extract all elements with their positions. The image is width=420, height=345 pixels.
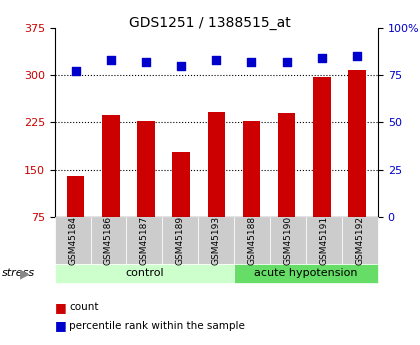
Text: GSM45191: GSM45191 [320, 216, 328, 265]
Text: GSM45186: GSM45186 [104, 216, 113, 265]
Text: GSM45189: GSM45189 [176, 216, 185, 265]
Text: GSM45192: GSM45192 [356, 216, 365, 265]
Text: count: count [69, 302, 99, 312]
Bar [278, 113, 295, 265]
Text: GSM45184: GSM45184 [68, 216, 77, 265]
Text: GSM45190: GSM45190 [284, 216, 293, 265]
Text: stress: stress [2, 268, 35, 278]
Point [354, 53, 360, 59]
Point [72, 68, 79, 74]
Text: control: control [125, 268, 164, 278]
Text: GSM45188: GSM45188 [248, 216, 257, 265]
Bar [102, 115, 120, 265]
Bar [137, 120, 155, 265]
Bar [207, 112, 225, 265]
Text: GSM45187: GSM45187 [140, 216, 149, 265]
Point [178, 63, 184, 68]
Text: acute hypotension: acute hypotension [255, 268, 358, 278]
Text: percentile rank within the sample: percentile rank within the sample [69, 321, 245, 331]
Point [108, 57, 114, 62]
Text: GDS1251 / 1388515_at: GDS1251 / 1388515_at [129, 16, 291, 30]
Text: ■: ■ [55, 319, 66, 333]
Bar [313, 77, 331, 265]
Text: GSM45193: GSM45193 [212, 216, 221, 265]
Point [283, 59, 290, 65]
Point [213, 57, 220, 62]
Bar [67, 176, 84, 265]
Bar [348, 70, 366, 265]
Bar [172, 152, 190, 265]
Bar [243, 120, 260, 265]
Text: ▶: ▶ [21, 267, 30, 280]
Point [318, 55, 325, 61]
Point [143, 59, 150, 65]
Point [248, 59, 255, 65]
Text: ■: ■ [55, 300, 66, 314]
